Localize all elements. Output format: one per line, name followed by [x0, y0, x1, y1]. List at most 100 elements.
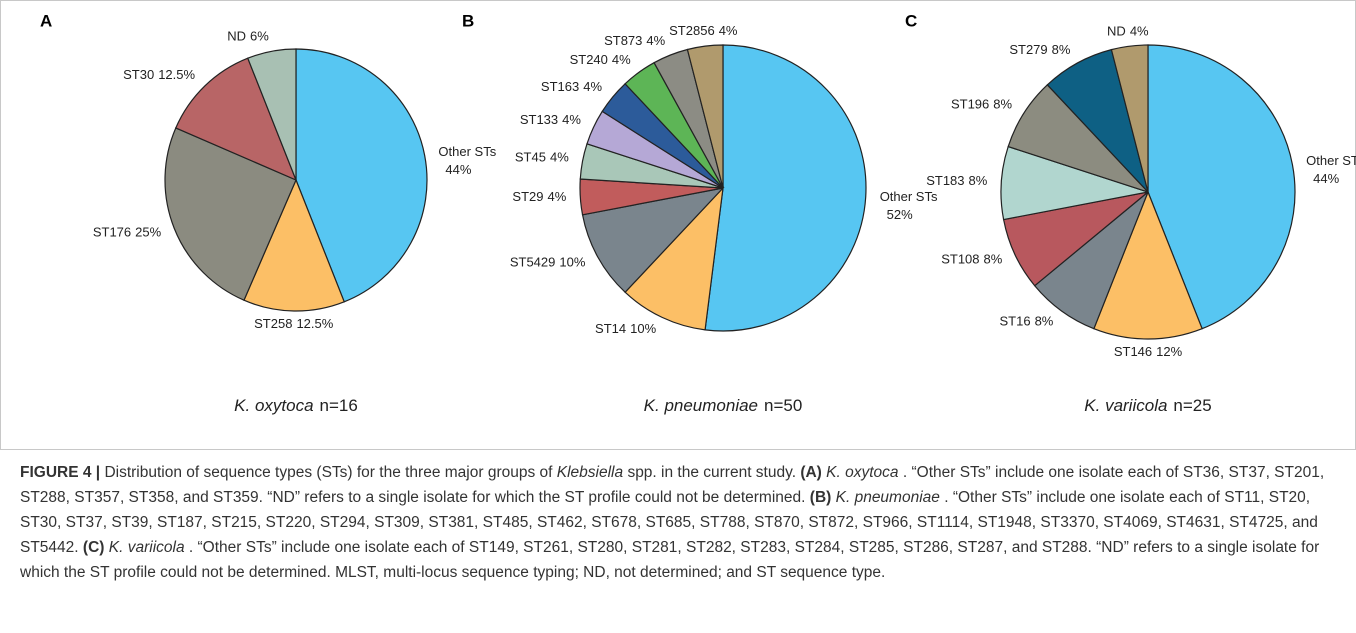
- slice-category: ST133: [520, 113, 558, 128]
- slice-category: ST29: [512, 189, 543, 204]
- slice-label: Other STs 44%: [1306, 153, 1356, 186]
- slice-category: ST176: [93, 225, 131, 240]
- slice-value: 4%: [562, 113, 581, 128]
- sample-label: K. variicola n=25: [1084, 396, 1211, 415]
- slice-value: 8%: [1035, 314, 1054, 329]
- slice-label: ST163 4%: [541, 79, 603, 94]
- slice-label: ST183 8%: [926, 173, 988, 188]
- slice-value: 6%: [250, 29, 269, 44]
- slice-label: ST279 8%: [1009, 42, 1071, 57]
- slice-value: 4%: [646, 33, 665, 48]
- slice-label: ST873 4%: [604, 33, 666, 48]
- pie-slice: [624, 186, 724, 331]
- slice-label: ST176 25%: [93, 225, 162, 240]
- pie-slice: [1093, 190, 1203, 340]
- slice-category: Other STs: [1306, 153, 1356, 168]
- slice-category: ST240: [570, 52, 608, 67]
- caption-label: FIGURE 4 |: [20, 464, 101, 481]
- slice-category: ST108: [941, 252, 979, 267]
- caption-text: K. variicola: [108, 539, 185, 556]
- slice-value: 12.5%: [296, 316, 333, 331]
- slice-label: ND 4%: [1107, 24, 1149, 39]
- pie-slice: [704, 44, 867, 332]
- slice-label: ND 6%: [227, 29, 269, 44]
- caption-text: (B): [809, 489, 832, 506]
- slice-value: 8%: [984, 252, 1003, 267]
- caption-text: K. pneumoniae: [835, 489, 940, 506]
- slice-category: ND: [1107, 24, 1126, 39]
- slice-value: 44%: [1313, 171, 1339, 186]
- slice-value: 4%: [548, 189, 567, 204]
- species: K. pneumoniae: [644, 396, 758, 415]
- charts: A Other STs 44% ST258 12.5% ST176 25% ST30 12.5%…: [40, 11, 1356, 415]
- pie-slice: [1147, 44, 1296, 330]
- pie-slice: [295, 48, 428, 303]
- slice-value: 52%: [887, 207, 913, 222]
- slice-label: ST16 8%: [999, 314, 1053, 329]
- slice-label: ST29 4%: [512, 189, 566, 204]
- sample-label: K. oxytoca n=16: [234, 396, 358, 415]
- caption-text: . “Other STs” include one isolate each o…: [20, 489, 1318, 556]
- slice-value: 4%: [612, 52, 631, 67]
- pie-slice: [246, 48, 297, 181]
- pie-slice: [1110, 44, 1149, 193]
- caption-text: (A): [800, 464, 822, 481]
- panel-letter: A: [40, 11, 52, 30]
- slice-value: 4%: [719, 24, 738, 39]
- slice-label: Other STs 52%: [880, 189, 938, 222]
- sample-size: n=50: [764, 396, 802, 415]
- pie-slice: [581, 187, 725, 294]
- slice-value: 4%: [1130, 24, 1149, 39]
- caption: FIGURE 4 | Distribution of sequence type…: [20, 460, 1340, 585]
- slice-value: 4%: [583, 79, 602, 94]
- pie-slice: [686, 44, 724, 189]
- slice-label: ST30 12.5%: [123, 67, 195, 82]
- caption-text: . “Other STs” include one isolate each o…: [20, 539, 1320, 581]
- caption-text: spp. in the current study.: [627, 464, 797, 481]
- slice-label: ST14 10%: [595, 321, 657, 336]
- slice-label: ST45 4%: [515, 150, 569, 165]
- slice-category: Other STs: [880, 189, 938, 204]
- species: K. variicola: [1084, 396, 1167, 415]
- slice-label: Other STs 44%: [438, 144, 496, 177]
- slice-category: ST5429: [510, 255, 556, 270]
- slice-category: ST163: [541, 79, 579, 94]
- panel-letter: B: [462, 11, 474, 30]
- slice-value: 44%: [445, 162, 471, 177]
- slice-label: ST146 12%: [1114, 344, 1183, 359]
- slice-category: ST279: [1009, 42, 1047, 57]
- slice-category: ST196: [951, 97, 989, 112]
- slice-value: 4%: [550, 150, 569, 165]
- pie-slice: [164, 127, 297, 302]
- slice-category: ND: [227, 29, 246, 44]
- caption-text: . “Other STs” include one isolate each o…: [20, 464, 1325, 506]
- slice-label: ST108 8%: [941, 252, 1003, 267]
- slice-label: ST2856 4%: [669, 24, 738, 39]
- slice-category: ST14: [595, 321, 626, 336]
- slice-label: ST258 12.5%: [254, 316, 334, 331]
- slice-label: ST240 4%: [570, 52, 632, 67]
- slice-value: 10%: [559, 255, 585, 270]
- slice-category: ST258: [254, 316, 292, 331]
- slice-category: ST873: [604, 33, 642, 48]
- slice-value: 12%: [1156, 344, 1182, 359]
- caption-text: (C): [82, 539, 105, 556]
- sample-size: n=16: [320, 396, 358, 415]
- slice-value: 12.5%: [158, 67, 195, 82]
- slice-category: ST183: [926, 173, 964, 188]
- slice-category: ST30: [123, 67, 154, 82]
- sample-label: K. pneumoniae n=50: [644, 396, 803, 415]
- slice-label: ST196 8%: [951, 97, 1013, 112]
- slice-category: ST146: [1114, 344, 1152, 359]
- caption-text: K. oxytoca: [826, 464, 899, 481]
- panel-letter: C: [905, 11, 917, 30]
- caption-text: Klebsiella: [556, 464, 624, 481]
- slice-category: ST45: [515, 150, 546, 165]
- pie-slice: [243, 178, 346, 312]
- slice-label: ST133 4%: [520, 113, 582, 128]
- species: K. oxytoca: [234, 396, 313, 415]
- slice-category: ST2856: [669, 24, 715, 39]
- slice-value: 25%: [135, 225, 161, 240]
- sample-size: n=25: [1173, 396, 1211, 415]
